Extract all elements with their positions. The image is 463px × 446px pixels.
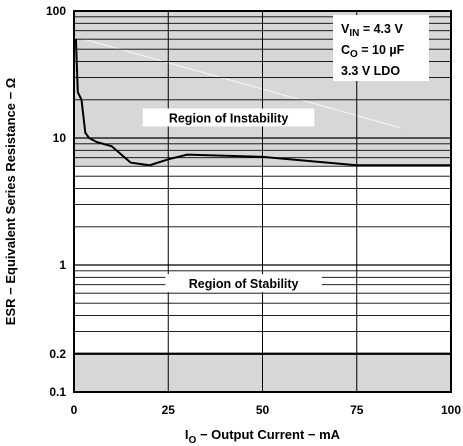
test-conditions-box: VIN = 4.3 V CO = 10 µF 3.3 V LDO bbox=[333, 15, 429, 81]
y-tick-label: 100 bbox=[46, 4, 66, 18]
stability-region-label: Region of Stability bbox=[189, 277, 299, 291]
condition-co: CO = 10 µF bbox=[341, 43, 405, 60]
x-axis-title-main: I bbox=[185, 427, 189, 442]
x-tick-label: 75 bbox=[350, 403, 364, 417]
test-conditions-background bbox=[333, 15, 429, 81]
condition-vin-rest: = 4.3 V bbox=[359, 22, 403, 36]
instability-region-label: Region of Instability bbox=[169, 111, 288, 125]
instability-region-label-background bbox=[142, 108, 315, 127]
y-axis-title: ESR − Equivalent Series Resistance − Ω bbox=[3, 78, 18, 325]
x-tick-label: 50 bbox=[256, 403, 270, 417]
condition-vin: VIN = 4.3 V bbox=[341, 22, 403, 39]
condition-ldo-main: 3.3 V LDO bbox=[341, 64, 400, 78]
condition-co-main: C bbox=[341, 43, 350, 57]
y-tick-label: 10 bbox=[53, 131, 67, 145]
y-tick-labels: 0.1 0.2 1 10 100 bbox=[46, 4, 66, 399]
condition-ldo: 3.3 V LDO bbox=[341, 64, 400, 78]
x-tick-label: 100 bbox=[441, 403, 461, 417]
y-tick-label: 1 bbox=[59, 258, 66, 272]
x-tick-labels: 0 25 50 75 100 bbox=[71, 403, 462, 417]
x-tick-label: 0 bbox=[71, 403, 78, 417]
esr-stability-boundary-curve bbox=[74, 39, 451, 167]
region-labels: Region of Instability Region of Stability bbox=[142, 108, 322, 293]
y-tick-label: 0.2 bbox=[49, 347, 66, 361]
x-axis-title: IO − Output Current − mA bbox=[185, 427, 341, 446]
y-tick-label: 0.1 bbox=[49, 385, 66, 399]
stability-region-label-background bbox=[165, 274, 322, 293]
condition-vin-main: V bbox=[341, 22, 350, 36]
condition-co-rest: = 10 µF bbox=[358, 43, 405, 57]
condition-vin-sub: IN bbox=[349, 28, 359, 39]
x-tick-label: 25 bbox=[162, 403, 176, 417]
plot-frame bbox=[73, 10, 452, 393]
condition-co-sub: O bbox=[350, 49, 358, 60]
x-axis-title-rest: − Output Current − mA bbox=[196, 427, 340, 442]
x-axis-title-sub: O bbox=[189, 435, 197, 446]
shade-highlight-line bbox=[83, 38, 402, 129]
